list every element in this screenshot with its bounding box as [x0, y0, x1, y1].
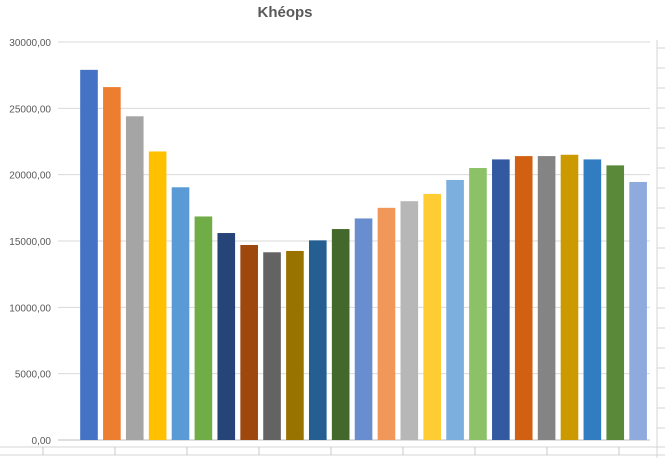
y-tick-labels: 0,00 5000,00 10000,00 15000,00 20000,00 25000… [9, 38, 51, 447]
bar [469, 168, 487, 440]
bars [80, 69, 647, 441]
bar [217, 233, 236, 440]
bar [606, 165, 625, 440]
bar [492, 159, 510, 440]
bar [148, 151, 167, 440]
bar [354, 218, 373, 440]
bar [583, 159, 602, 440]
bar [263, 252, 281, 440]
y-tick-label: 15000,00 [9, 237, 51, 248]
bar [446, 179, 464, 440]
bar [308, 240, 327, 440]
bar [171, 187, 190, 440]
bar [629, 181, 647, 440]
bar [80, 69, 98, 441]
bar [240, 244, 258, 440]
y-tick-label: 30000,00 [9, 38, 51, 49]
y-tick-label: 20000,00 [9, 171, 51, 182]
bar [514, 156, 533, 440]
bar [286, 250, 304, 440]
y-tick-label: 5000,00 [15, 370, 52, 381]
bar [103, 87, 121, 441]
bar [423, 193, 442, 440]
sheet-decoration [0, 40, 665, 458]
bar [400, 201, 419, 440]
bar [194, 216, 213, 440]
bar [377, 207, 396, 440]
y-tick-label: 25000,00 [9, 104, 51, 115]
bar [537, 156, 556, 440]
bar [331, 229, 350, 440]
chart-title: Khéops [257, 4, 313, 21]
bar [560, 154, 579, 440]
y-tick-label: 10000,00 [9, 303, 51, 314]
y-tick-label: 0,00 [32, 436, 52, 447]
bar [125, 116, 144, 440]
